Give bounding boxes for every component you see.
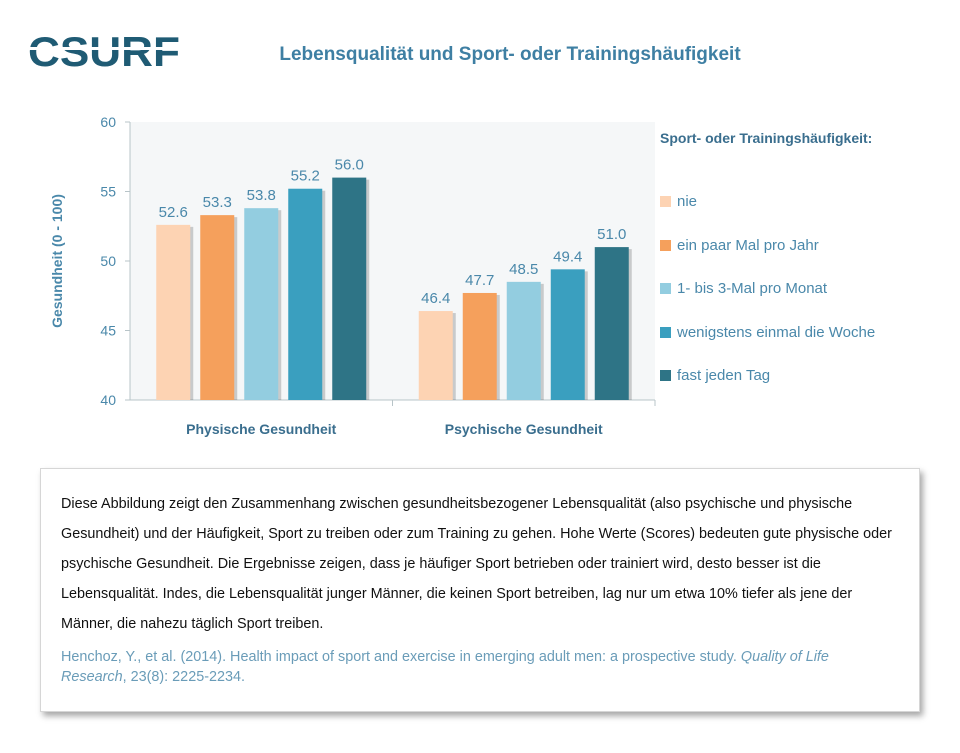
legend-item: 1- bis 3-Mal pro Monat bbox=[660, 267, 950, 311]
bar bbox=[506, 281, 541, 400]
reference-journal: Quality of Life Research bbox=[61, 649, 829, 685]
legend-swatch bbox=[660, 370, 671, 382]
bars: 52.6 53.3 53.8 55.2 56.0 46.4 47.7 48.5 49.4 51.0 bbox=[156, 157, 656, 406]
legend-items: nie ein paar Mal pro Jahr 1- bis 3-Mal pro… bbox=[660, 180, 950, 398]
x-category-label: Physische Gesundheit bbox=[186, 421, 336, 437]
legend-label: wenigstens einmal die Woche bbox=[677, 323, 876, 341]
logo-stripe bbox=[28, 47, 180, 50]
y-ticks: 40 45 50 55 60 bbox=[100, 114, 130, 408]
csurf-logo: CSURF bbox=[28, 28, 180, 72]
bar bbox=[418, 311, 453, 400]
description-box: Diese Abbildung zeigt den Zusammenhang z… bbox=[40, 468, 920, 712]
legend-swatch bbox=[660, 283, 671, 295]
y-tick-label: 50 bbox=[100, 253, 116, 269]
legend-title: Sport- oder Trainingshäufigkeit: bbox=[660, 130, 873, 146]
legend-item: wenigstens einmal die Woche bbox=[660, 311, 950, 355]
bar-value-label: 52.6 bbox=[159, 204, 188, 221]
legend-label: ein paar Mal pro Jahr bbox=[677, 236, 819, 254]
legend-label: 1- bis 3-Mal pro Monat bbox=[677, 280, 828, 298]
y-tick-label: 55 bbox=[100, 184, 116, 200]
legend-swatch bbox=[660, 239, 671, 251]
y-tick-label: 40 bbox=[100, 392, 116, 408]
bar-value-label: 46.4 bbox=[421, 290, 450, 307]
legend-label: nie bbox=[677, 193, 698, 211]
bar-value-label: 55.2 bbox=[291, 168, 320, 185]
reference: Henchoz, Y., et al. (2014). Health impac… bbox=[61, 647, 897, 687]
x-labels: Physische Gesundheit Psychische Gesundhei… bbox=[186, 421, 603, 437]
bar-value-label: 48.5 bbox=[509, 261, 538, 278]
y-tick-label: 60 bbox=[100, 114, 116, 130]
bar-value-label: 53.8 bbox=[247, 187, 276, 204]
bar-value-label: 47.7 bbox=[465, 272, 494, 289]
x-category-label: Psychische Gesundheit bbox=[445, 421, 603, 437]
bar bbox=[288, 188, 323, 400]
y-tick-label: 45 bbox=[100, 323, 116, 339]
reference-details: , 23(8): 2225-2234. bbox=[122, 669, 245, 685]
bar bbox=[156, 224, 191, 400]
bar bbox=[462, 292, 497, 400]
page-title: Lebensqualität und Sport- oder Trainings… bbox=[279, 44, 741, 65]
bar-value-label: 53.3 bbox=[203, 194, 232, 211]
description-text: Diese Abbildung zeigt den Zusammenhang z… bbox=[61, 496, 892, 632]
bar-value-label: 51.0 bbox=[597, 226, 626, 243]
legend-item: ein paar Mal pro Jahr bbox=[660, 224, 950, 268]
bar-chart: 40 45 50 55 60 52.6 53.3 53.8 55.2 56.0 46.4 47.7 4… bbox=[49, 114, 656, 437]
bar bbox=[200, 215, 235, 400]
legend-item: nie bbox=[660, 180, 950, 224]
bar bbox=[332, 177, 367, 400]
legend-label: fast jeden Tag bbox=[677, 367, 771, 385]
bar bbox=[550, 269, 585, 400]
reference-authors: Henchoz, Y., et al. (2014). Health impac… bbox=[61, 649, 741, 665]
bar-value-label: 49.4 bbox=[553, 248, 582, 265]
legend-swatch bbox=[660, 196, 671, 208]
bar bbox=[594, 247, 629, 400]
legend: Sport- oder Trainingshäufigkeit: nie ein … bbox=[660, 130, 950, 398]
bar-value-label: 56.0 bbox=[335, 157, 364, 174]
y-axis-label: Gesundheit (0 - 100) bbox=[49, 194, 65, 328]
bar bbox=[244, 208, 279, 400]
legend-item: fast jeden Tag bbox=[660, 354, 950, 398]
legend-swatch bbox=[660, 326, 671, 338]
